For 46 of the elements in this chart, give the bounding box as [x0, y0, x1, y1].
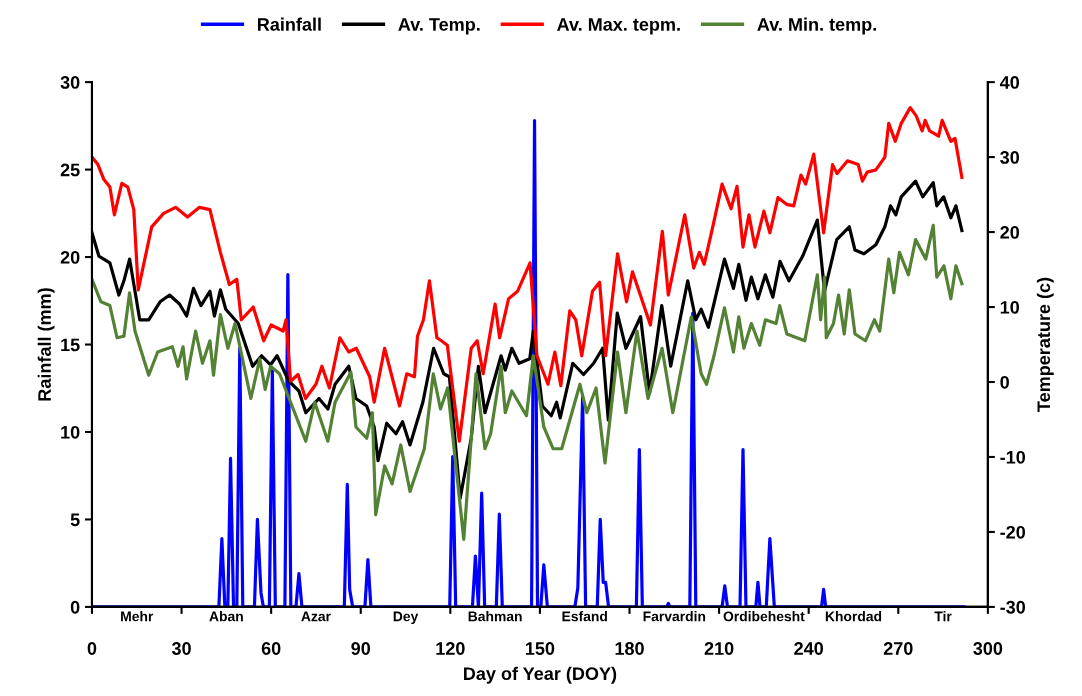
x-tick-label: 120	[436, 642, 465, 655]
x-tick-label: 210	[704, 642, 734, 655]
annotation: Ordibehesht	[723, 611, 805, 622]
annotation: Bahman	[468, 611, 522, 622]
x-tick-label: 0	[87, 642, 97, 655]
y-tick-label: 30	[60, 76, 80, 89]
y-tick-label: 20	[60, 250, 80, 264]
x-tick-label: 60	[261, 642, 281, 655]
x-tick-label: 90	[351, 642, 371, 655]
legend-label: Av. Max. tepm.	[557, 18, 680, 35]
y2-tick-label: 10	[1000, 300, 1020, 314]
y2-tick-label: -10	[1000, 450, 1026, 464]
annotation: Dey	[393, 611, 419, 625]
y2-tick-label: 0	[1000, 375, 1009, 389]
y2-tick-label: 30	[1000, 151, 1020, 164]
annotation: Aban	[209, 611, 243, 622]
legend-label: Rainfall	[257, 17, 321, 31]
annotation: Esfand	[562, 611, 607, 622]
x-tick-label: 240	[794, 642, 824, 655]
legend-label: Av. Min. temp.	[757, 17, 876, 35]
annotation: Tir	[934, 611, 952, 622]
y-tick-label: 15	[61, 338, 80, 352]
y2-tick-label: -20	[1000, 525, 1026, 539]
annotation: Mehr	[121, 611, 154, 622]
x-tick-label: 150	[525, 642, 555, 655]
line-series	[91, 223, 964, 542]
x-tick-label: 180	[615, 642, 644, 655]
y2-tick-label: -30	[1000, 600, 1026, 614]
legend-label: Av. Temp.	[398, 18, 480, 35]
y2-tick-label: 20	[1000, 226, 1020, 239]
annotation: Khordad	[825, 611, 882, 622]
y2-axis-title: Temperature (c)	[1036, 277, 1054, 412]
y-axis-title: Rainfall (mm)	[37, 288, 55, 401]
y-tick-label: 10	[61, 425, 80, 439]
line-series	[91, 106, 964, 443]
x-tick-label: 300	[973, 642, 1003, 655]
x-axis-title: Day of Year (DOY)	[464, 666, 617, 684]
line-series	[91, 119, 966, 607]
y-tick-label: 25	[60, 163, 80, 177]
y2-tick-label: 40	[999, 76, 1020, 89]
annotation: Farvardin	[643, 611, 706, 622]
y-tick-label: 0	[70, 600, 80, 614]
y-tick-label: 5	[70, 513, 80, 527]
annotation: Azar	[301, 611, 331, 622]
x-tick-label: 30	[171, 642, 191, 655]
x-tick-label: 270	[883, 642, 913, 655]
